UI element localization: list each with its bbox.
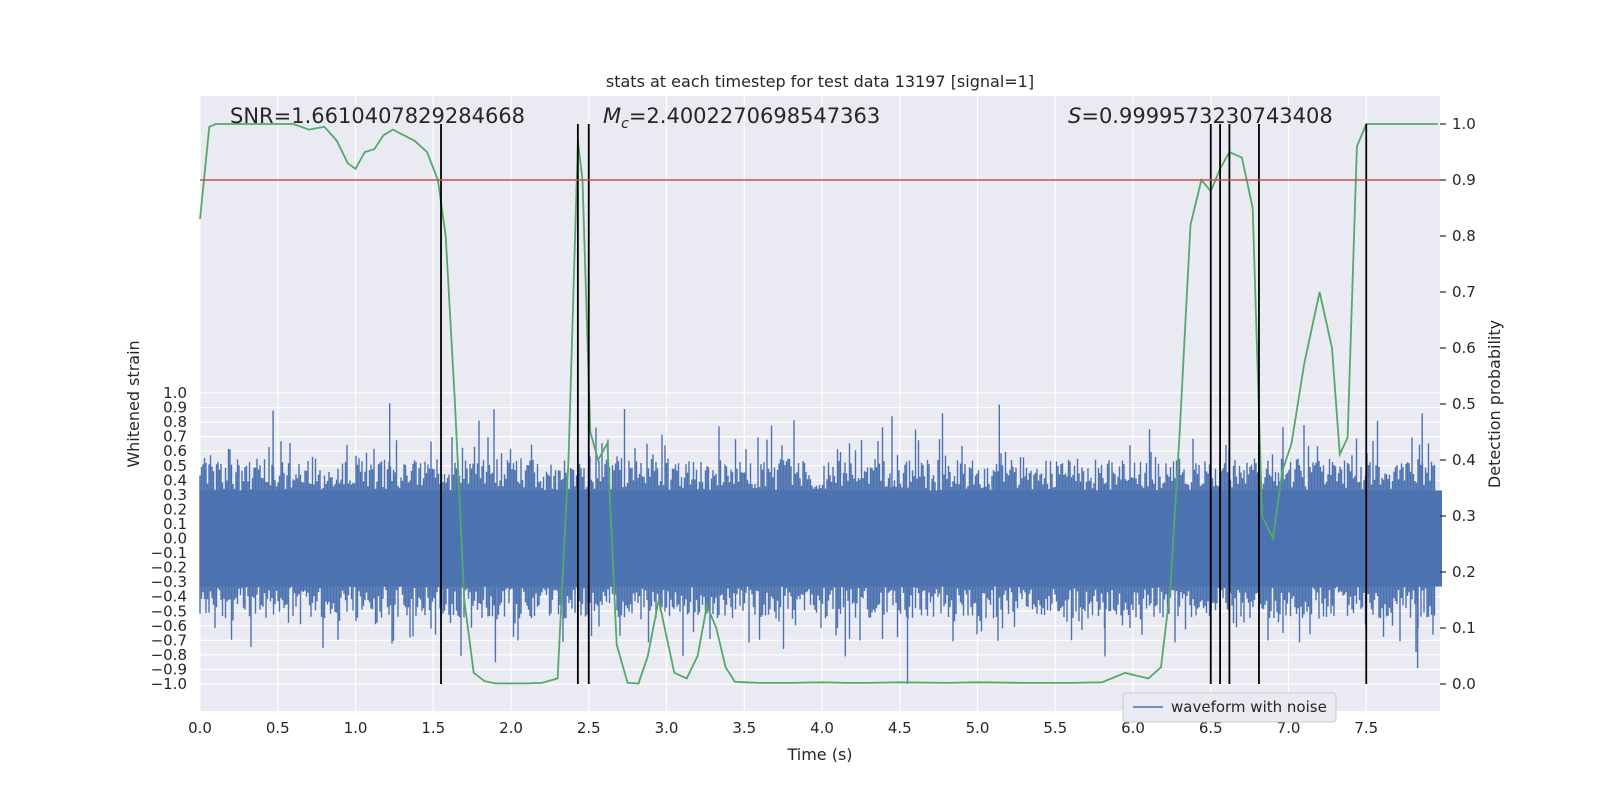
score-symbol: S	[1068, 104, 1081, 128]
chart-title: stats at each timestep for test data 131…	[606, 72, 1034, 91]
plot-background	[200, 96, 1440, 711]
x-tick-label: 1.0	[344, 719, 368, 737]
y-tick-label: 1.0	[163, 384, 187, 402]
chirp-mass-annotation: Mc=2.4002270698547363	[603, 104, 880, 132]
y2-tick-label: 0.4	[1452, 451, 1476, 469]
y-tick-label: 0.3	[163, 486, 187, 504]
y-tick-label: −0.2	[151, 559, 187, 577]
x-tick-label: 5.0	[966, 719, 990, 737]
waveform-trace	[199, 403, 1436, 684]
x-tick-label: 4.5	[888, 719, 912, 737]
x-tick-label: 2.5	[577, 719, 601, 737]
legend-label: waveform with noise	[1171, 698, 1327, 716]
x-tick-label: 2.0	[499, 719, 523, 737]
y-axis-ticks: 1.00.90.80.70.60.50.40.30.20.10.0−0.1−0.…	[151, 384, 187, 693]
x-tick-label: 6.5	[1199, 719, 1223, 737]
y-tick-label: 0.0	[163, 530, 187, 548]
chirp-mass-value: =2.4002270698547363	[629, 104, 880, 128]
y-tick-label: −0.1	[151, 544, 187, 562]
y-tick-label: 0.7	[163, 428, 187, 446]
y-tick-label: −0.8	[151, 646, 187, 664]
legend-box	[1122, 692, 1337, 723]
y2-tick-label: 0.3	[1452, 507, 1476, 525]
y2-tick-label: 1.0	[1452, 115, 1476, 133]
y2-tick-label: 0.9	[1452, 171, 1476, 189]
score-annotation: S=0.9999573230743408	[1068, 104, 1333, 128]
chirp-mass-symbol: M	[603, 104, 621, 128]
x-tick-label: 1.5	[421, 719, 445, 737]
y-tick-label: −0.7	[151, 631, 187, 649]
y2-axis-ticks: 1.0 0.9 0.8 0.7 0.6 0.5 0.4 0.3 0.2 0.1 0.0	[1440, 115, 1476, 693]
y2-axis-label: Detection probability	[1485, 320, 1504, 488]
y2-tick-label: 0.2	[1452, 563, 1476, 581]
x-tick-label: 3.0	[655, 719, 679, 737]
x-axis-ticks: 0.0 0.5 1.0 1.5 2.0 2.5 3.0 3.5 4.0 4.5 5.0 5.5 6.0 6…	[188, 719, 1378, 737]
y-tick-label: −0.4	[151, 588, 187, 606]
score-value: =0.9999573230743408	[1081, 104, 1332, 128]
y-tick-label: 0.4	[163, 471, 187, 489]
x-tick-label: 5.5	[1043, 719, 1067, 737]
y-axis-label: Whitened strain	[124, 340, 143, 467]
y2-tick-label: 0.7	[1452, 283, 1476, 301]
event-markers	[440, 124, 1368, 684]
chirp-mass-subscript: c	[621, 116, 629, 132]
y-tick-label: −0.3	[151, 573, 187, 591]
x-tick-label: 0.0	[188, 719, 212, 737]
probability-series	[199, 123, 1438, 685]
x-tick-label: 6.0	[1121, 719, 1145, 737]
snr-annotation: SNR=1.6610407829284668	[230, 104, 525, 128]
waveform-series	[199, 403, 1442, 684]
y-tick-label: −0.5	[151, 602, 187, 620]
y2-tick-label: 0.0	[1452, 675, 1476, 693]
y-tick-label: 0.9	[163, 399, 187, 417]
y-tick-label: −1.0	[151, 675, 187, 693]
x-tick-label: 7.5	[1354, 719, 1378, 737]
y2-tick-label: 0.6	[1452, 339, 1476, 357]
y2-tick-label: 0.1	[1452, 619, 1476, 637]
x-tick-label: 4.0	[810, 719, 834, 737]
y-tick-label: 0.2	[163, 500, 187, 518]
x-tick-label: 3.5	[732, 719, 756, 737]
y-tick-label: −0.9	[151, 660, 187, 678]
probability-line	[199, 123, 1438, 685]
y-tick-label: 0.6	[163, 442, 187, 460]
y-tick-label: 0.8	[163, 413, 187, 431]
x-axis-label: Time (s)	[786, 745, 852, 764]
y2-tick-label: 0.5	[1452, 395, 1476, 413]
y2-tick-label: 0.8	[1452, 227, 1476, 245]
y-tick-label: 0.5	[163, 457, 187, 475]
y-tick-label: 0.1	[163, 515, 187, 533]
legend: waveform with noise	[1122, 692, 1337, 723]
x-tick-label: 0.5	[266, 719, 290, 737]
x-tick-label: 7.0	[1277, 719, 1301, 737]
y-tick-label: −0.6	[151, 617, 187, 635]
